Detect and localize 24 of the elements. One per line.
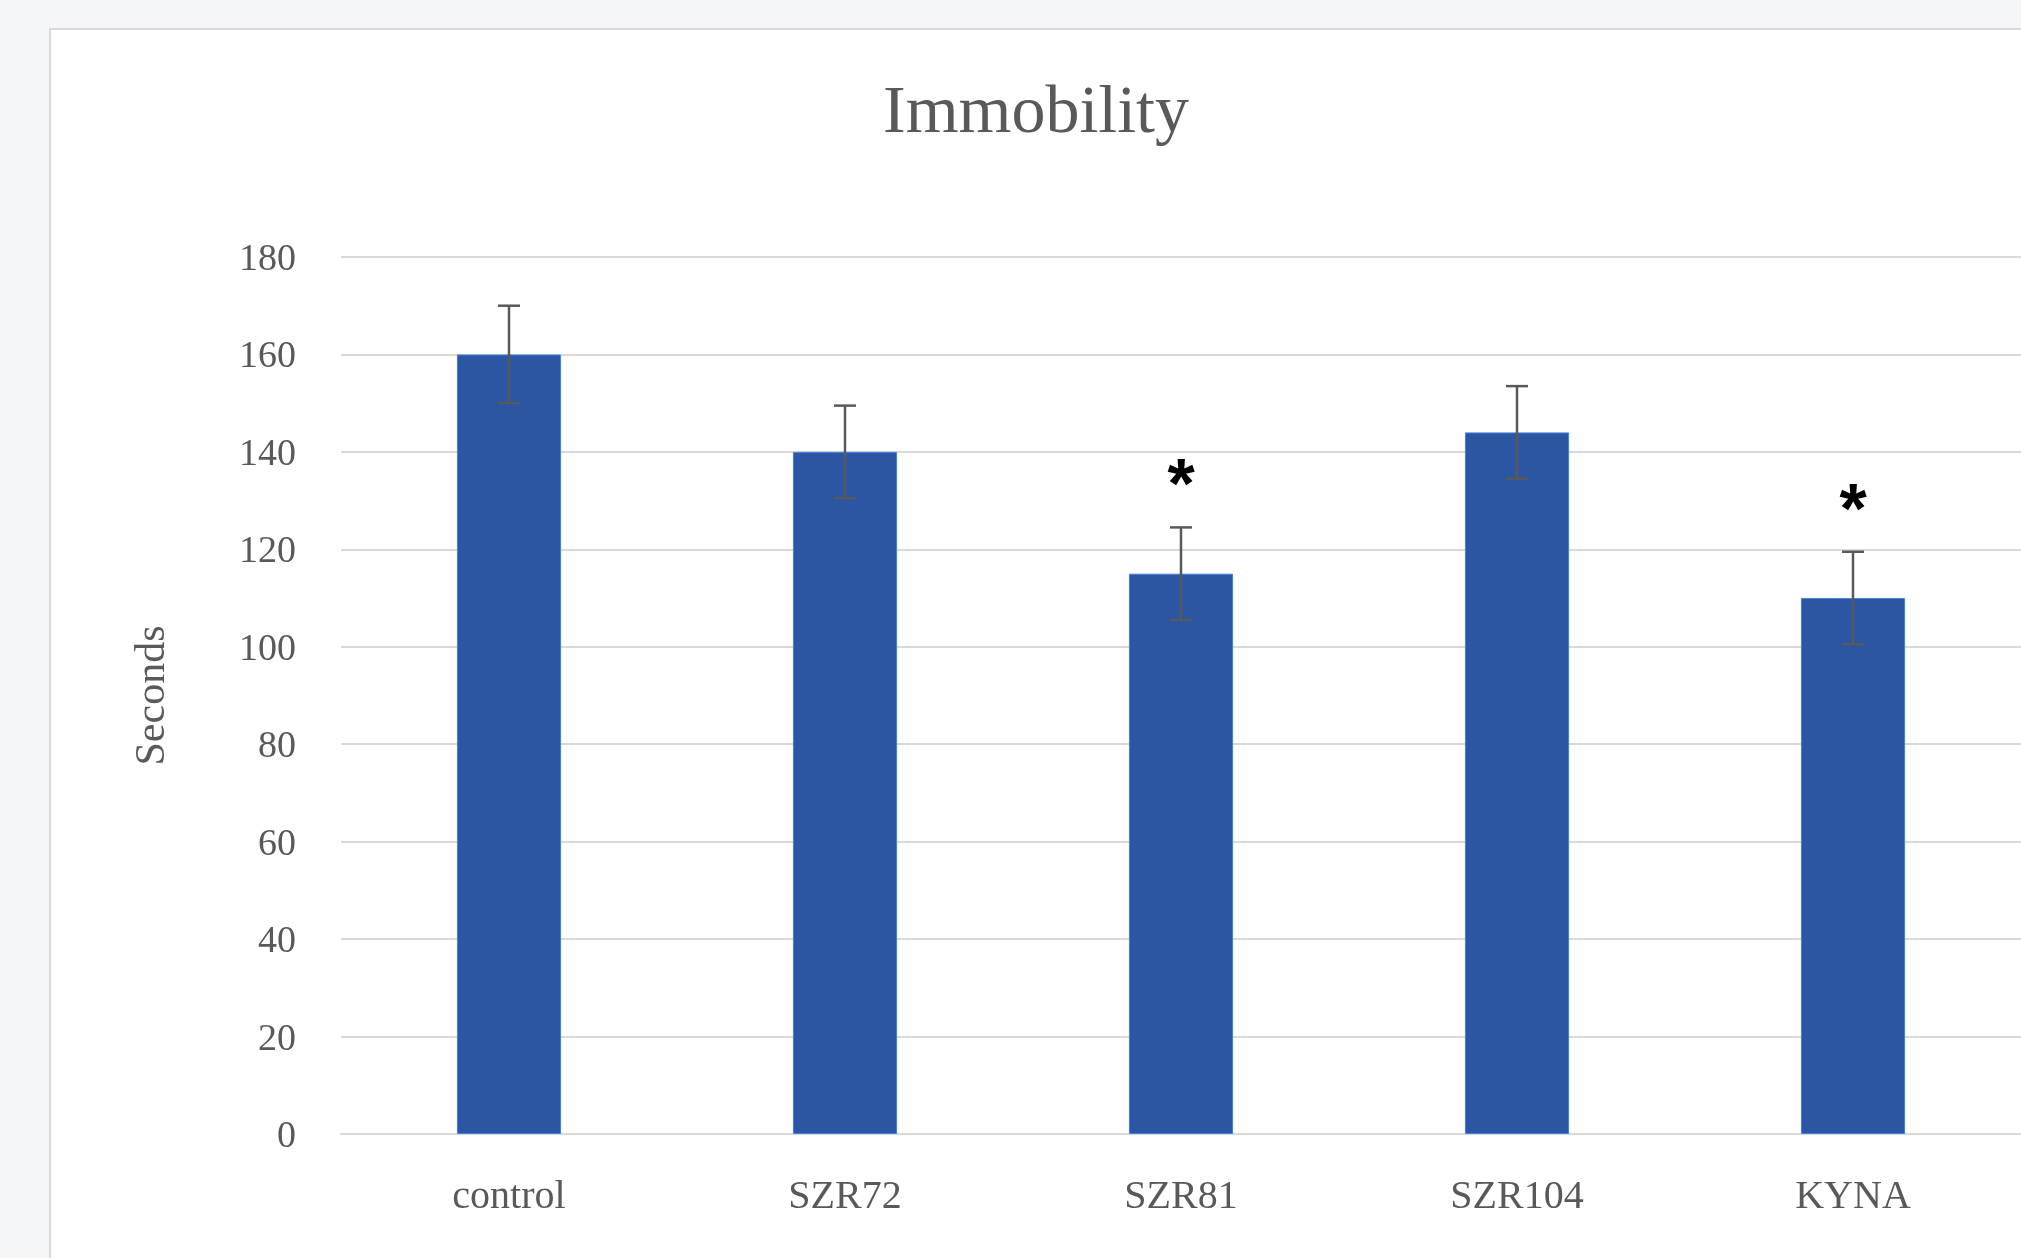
y-tick-label: 140 — [239, 430, 296, 473]
bar — [792, 451, 898, 1134]
y-tick-label: 100 — [239, 625, 296, 668]
x-tick-label: control — [452, 1171, 566, 1217]
y-axis-title: Seconds — [127, 625, 173, 766]
bar — [1464, 432, 1570, 1134]
y-tick-label: 20 — [258, 1015, 296, 1058]
y-tick-label: 60 — [258, 820, 296, 863]
data-label: * — [1839, 469, 1868, 548]
data-label: * — [1167, 445, 1196, 524]
x-tick-label: SZR72 — [788, 1171, 902, 1217]
y-tick-label: 0 — [277, 1113, 296, 1155]
x-tick-label: SZR104 — [1450, 1171, 1584, 1217]
chart-title: Immobility — [883, 71, 1189, 147]
x-tick-label: SZR81 — [1124, 1171, 1238, 1217]
bar — [456, 354, 562, 1134]
bar — [1128, 573, 1234, 1134]
x-tick-label: KYNA — [1795, 1171, 1911, 1217]
bar — [1800, 598, 1906, 1134]
y-tick-label: 160 — [239, 333, 296, 376]
y-tick-label: 80 — [258, 723, 296, 766]
y-tick-label: 180 — [239, 236, 296, 278]
y-tick-label: 40 — [258, 918, 296, 961]
y-tick-label: 120 — [239, 528, 296, 571]
